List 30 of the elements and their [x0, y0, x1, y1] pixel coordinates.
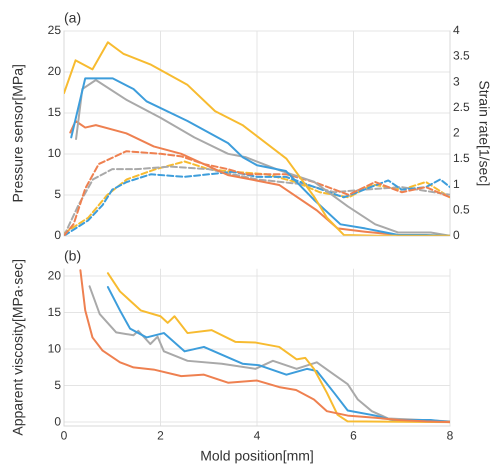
y2-tick-label: 0.5	[453, 202, 470, 216]
chart-title: (b)	[64, 247, 82, 264]
y2-tick-label: 3.5	[453, 48, 470, 63]
x-axis-title: Mold position[mm]	[200, 447, 314, 464]
y-tick-label: 10	[48, 146, 62, 160]
chart-title: (a)	[64, 9, 82, 26]
y-tick-label: 15	[48, 304, 62, 319]
y-tick-label: 5	[54, 187, 62, 202]
x-tick-label: 6	[350, 428, 358, 442]
y-tick-label: 20	[48, 64, 62, 78]
y-tick-label: 10	[48, 341, 62, 356]
x-tick-label: 4	[254, 428, 261, 442]
y-tick-label: 25	[48, 23, 62, 38]
y2-tick-label: 2	[453, 126, 460, 140]
y2-tick-label: 3	[453, 74, 460, 88]
y2-tick-label: 4	[453, 23, 460, 38]
y2-axis-title: Strain rate[1/sec]	[476, 80, 493, 186]
y-axis-title: Apparent viscosity[MPa·sec]	[9, 258, 26, 436]
y-tick-label: 15	[48, 105, 62, 120]
y2-tick-label: 1	[453, 176, 460, 191]
y-tick-label: 0	[54, 414, 62, 428]
y2-tick-label: 2.5	[453, 100, 470, 114]
y-axis-title: Pressure sensor[MPa]	[9, 64, 26, 203]
y2-tick-label: 1.5	[453, 151, 470, 166]
y-tick-label: 0	[54, 228, 62, 242]
y-tick-label: 20	[48, 268, 62, 282]
x-tick-label: 2	[157, 428, 164, 442]
y2-tick-label: 0	[453, 228, 460, 242]
x-tick-label: 8	[446, 428, 454, 442]
y-tick-label: 5	[54, 378, 62, 392]
